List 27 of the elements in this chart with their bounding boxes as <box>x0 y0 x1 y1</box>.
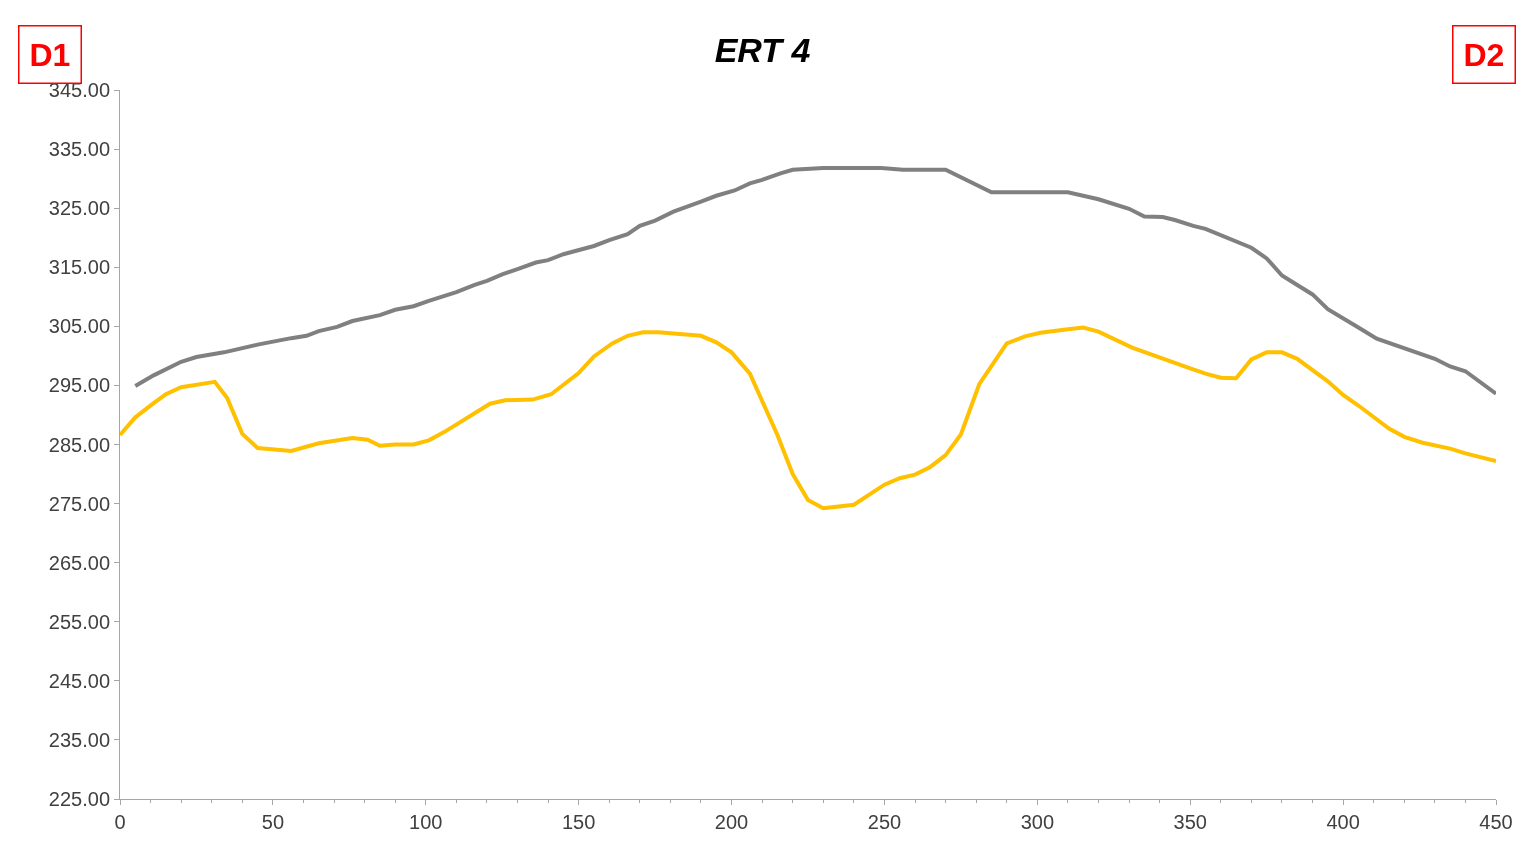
y-tick-label: 295.00 <box>48 374 110 397</box>
y-tick-label: 275.00 <box>48 492 110 515</box>
y-tick-label: 265.00 <box>48 551 110 574</box>
y-tick-label: 335.00 <box>48 138 110 161</box>
y-tick-label: 285.00 <box>48 433 110 456</box>
line-series <box>133 165 1496 396</box>
x-tick-label: 300 <box>1020 811 1055 833</box>
x-tick-label: 0 <box>114 811 126 833</box>
x-tick-label: 150 <box>561 811 596 833</box>
x-tick-label: 50 <box>261 811 285 833</box>
y-tick-label: 225.00 <box>48 788 110 810</box>
x-tick-label: 250 <box>867 811 902 833</box>
text: D1 <box>29 36 71 73</box>
x-tick-label: 350 <box>1173 811 1207 833</box>
y-tick-label: 325.00 <box>48 197 110 220</box>
x-tick-label: 450 <box>1479 811 1513 833</box>
y-tick-label: 235.00 <box>48 728 110 751</box>
text: D2 <box>1463 36 1505 73</box>
x-tick-label: 100 <box>409 811 443 833</box>
y-tick-label: 315.00 <box>48 256 110 279</box>
x-tick-label: 200 <box>714 811 749 833</box>
y-tick-label: 255.00 <box>48 610 110 633</box>
line-series <box>120 325 1496 511</box>
y-tick-label: 245.00 <box>48 669 110 692</box>
x-tick-label: 400 <box>1326 811 1360 833</box>
y-tick-label: 305.00 <box>48 315 110 338</box>
chart-title: ERT 4 <box>714 31 811 70</box>
